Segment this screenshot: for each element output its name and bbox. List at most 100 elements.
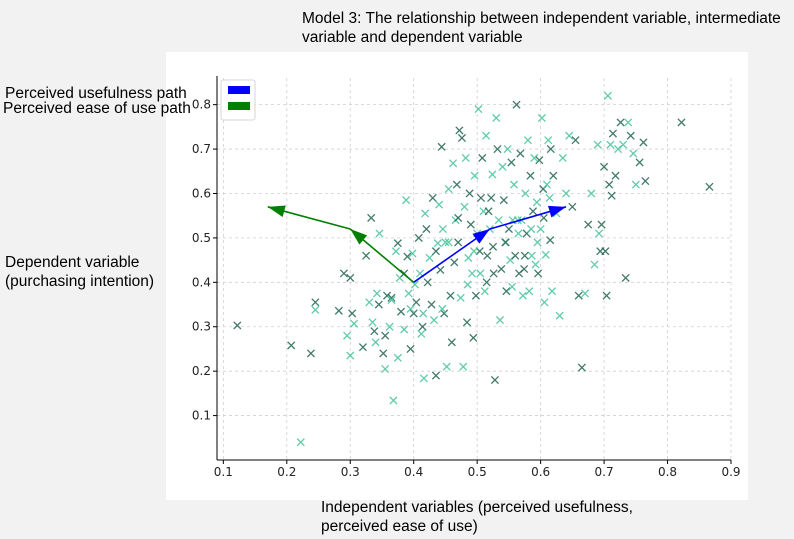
data-point [523, 136, 532, 145]
data-point [501, 238, 510, 247]
data-point [488, 242, 498, 251]
data-point [539, 213, 548, 222]
data-point [629, 149, 638, 158]
data-point [600, 162, 609, 171]
path-arrowhead [267, 205, 286, 218]
data-point [469, 333, 478, 342]
data-point [476, 269, 485, 278]
x-axis-label: Independent variables (perceived usefuln… [321, 499, 633, 535]
data-point [362, 251, 371, 260]
path-arrowhead [548, 205, 567, 218]
data-point [448, 159, 458, 168]
data-point [442, 362, 451, 371]
data-point [429, 316, 439, 325]
data-point [502, 287, 511, 296]
data-point [422, 224, 431, 234]
data-point [546, 145, 555, 154]
data-point [454, 238, 463, 247]
data-point [498, 162, 507, 171]
x-tick-label: 0.2 [277, 465, 296, 479]
data-point [462, 318, 472, 327]
data-point [423, 278, 432, 287]
x-tick-label: 0.9 [721, 465, 740, 479]
legend-swatch [228, 102, 250, 110]
data-point [379, 349, 388, 358]
x-tick-label: 0.3 [341, 465, 360, 479]
data-point [516, 149, 525, 158]
data-point [571, 136, 580, 145]
data-point [532, 198, 541, 207]
data-point [493, 145, 502, 154]
data-point [381, 364, 390, 374]
data-point [412, 298, 421, 307]
data-point [425, 253, 434, 262]
x-tick-label: 0.4 [404, 465, 423, 479]
data-point [495, 316, 505, 325]
data-point [520, 251, 529, 260]
data-point [431, 371, 440, 380]
data-point [438, 304, 447, 314]
y-tick-label: 0.5 [192, 231, 211, 245]
data-point [605, 180, 614, 189]
data-point [526, 171, 535, 180]
data-point [619, 140, 628, 149]
data-point [454, 213, 463, 222]
data-point [406, 344, 415, 354]
data-point [497, 264, 506, 274]
plot-background [166, 52, 748, 500]
data-point [540, 298, 549, 307]
data-point [370, 327, 379, 336]
data-point [400, 325, 409, 334]
data-point [348, 309, 357, 318]
data-point [404, 289, 413, 298]
data-point [346, 273, 355, 282]
data-point [641, 176, 650, 186]
data-point [459, 362, 468, 371]
x-tick-label: 0.1 [214, 465, 233, 479]
data-point [542, 180, 552, 189]
data-point [606, 140, 615, 149]
data-point [461, 153, 470, 163]
data-point [460, 202, 469, 211]
data-point [367, 213, 376, 222]
data-point [518, 291, 527, 300]
data-point [594, 229, 604, 238]
data-point [421, 209, 430, 218]
data-point [611, 171, 620, 180]
data-point [530, 153, 539, 163]
legend-label-usefulness: Perceived usefulness path [5, 85, 187, 102]
data-point [365, 298, 374, 307]
data-point [296, 438, 305, 447]
data-point [372, 289, 381, 298]
chart-title: Model 3: The relationship between indepe… [302, 10, 781, 46]
data-point [408, 249, 417, 258]
data-point [368, 318, 377, 327]
data-point [677, 118, 686, 127]
data-point [602, 291, 611, 300]
data-point [306, 349, 315, 358]
data-point [527, 224, 536, 234]
data-point [577, 363, 586, 372]
data-point [468, 269, 477, 278]
data-point [631, 180, 640, 189]
data-point [311, 298, 320, 307]
data-point [469, 247, 479, 256]
data-point [438, 224, 447, 234]
data-point [471, 291, 480, 300]
data-point [635, 158, 644, 167]
data-point [525, 287, 534, 296]
data-point [507, 158, 516, 167]
data-point [464, 253, 473, 262]
data-point [490, 375, 500, 385]
data-point [350, 319, 359, 328]
data-point [391, 247, 401, 256]
x-tick-label: 0.6 [531, 465, 550, 479]
data-point [440, 309, 449, 318]
data-point [435, 200, 444, 209]
y-tick-label: 0.6 [192, 186, 211, 200]
data-point [393, 353, 402, 362]
data-point [343, 331, 352, 340]
data-point [396, 307, 406, 316]
data-point [483, 251, 492, 260]
